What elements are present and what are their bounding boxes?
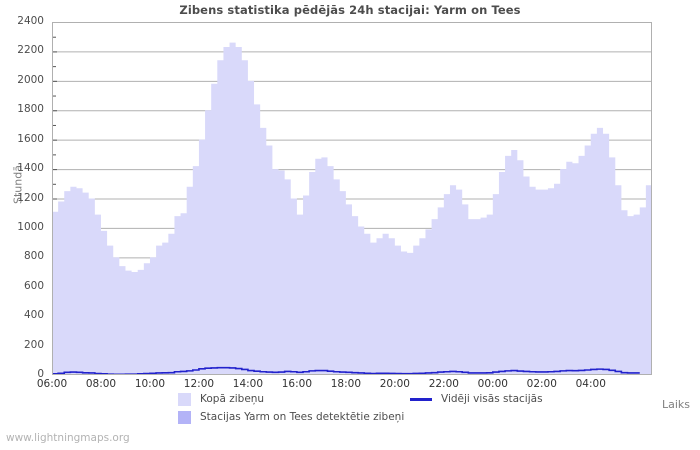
y-axis-tick-label: 2000 <box>17 73 44 86</box>
x-axis-tick-label: 12:00 <box>183 378 215 390</box>
y-axis-tick-label: 1200 <box>17 191 44 204</box>
x-axis-caption: Laiks <box>661 398 690 411</box>
y-axis-tick-label: 200 <box>23 338 44 351</box>
legend-label-average: Vidēji visās stacijās <box>441 393 543 405</box>
x-axis-tick-label: 16:00 <box>281 378 313 390</box>
chart-canvas <box>52 22 652 375</box>
legend-label-total: Kopā zibeņu <box>200 393 265 405</box>
series-line-average <box>52 366 640 375</box>
x-axis-tick-label: 06:00 <box>36 378 68 390</box>
y-axis-tick-label: 0 <box>37 368 44 380</box>
y-axis-tick-label: 800 <box>23 250 44 263</box>
legend-line-average <box>410 397 432 401</box>
site-footer: www.lightningmaps.org <box>6 432 130 444</box>
y-axis-tick-label: 1400 <box>17 162 44 175</box>
y-axis-tick-label: 1600 <box>17 132 44 145</box>
series-area-total <box>52 42 652 375</box>
chart-legend: Kopā zibeņu Stacijas Yarm on Tees detekt… <box>178 392 678 432</box>
legend-swatch-total <box>178 392 191 406</box>
y-axis-tick-label: 2200 <box>17 44 44 57</box>
x-axis-tick-label: 18:00 <box>330 378 361 390</box>
y-axis-tick-label: 1800 <box>17 103 44 116</box>
x-axis-tick-label: 00:00 <box>477 378 508 390</box>
y-axis-tick-label: 400 <box>23 309 44 322</box>
x-axis-tick-label: 14:00 <box>232 378 264 390</box>
x-axis-tick-label: 22:00 <box>428 378 459 390</box>
legend-item-average: Vidēji visās stacijās <box>410 392 543 406</box>
y-axis-tick-label: 600 <box>23 279 44 292</box>
plot-area <box>52 22 652 375</box>
page-title: Zibens statistika pēdējās 24h stacijai: … <box>179 3 521 17</box>
legend-label-station: Stacijas Yarm on Tees detektētie zibeņi <box>200 411 405 423</box>
x-axis-tick-label: 08:00 <box>85 378 117 390</box>
legend-item-total: Kopā zibeņu <box>178 392 264 406</box>
x-axis-tick-label: 04:00 <box>575 378 606 390</box>
y-axis-caption: Stundā <box>11 165 25 204</box>
plot-border <box>52 22 652 375</box>
x-axis-tick-label: 10:00 <box>134 378 166 390</box>
x-axis-tick-label: 20:00 <box>379 378 410 390</box>
x-axis-tick-label: 02:00 <box>526 378 557 390</box>
y-axis-tick-label: 1000 <box>17 220 44 233</box>
legend-swatch-station <box>178 410 191 424</box>
legend-item-station: Stacijas Yarm on Tees detektētie zibeņi <box>178 410 404 424</box>
y-axis-tick-label: 2400 <box>17 15 44 27</box>
